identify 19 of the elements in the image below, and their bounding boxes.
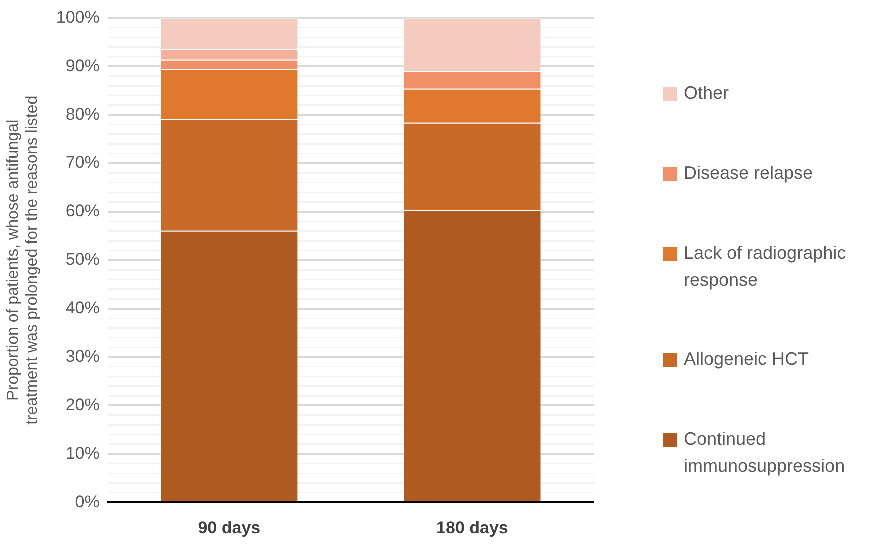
y-tick-label: 0% xyxy=(75,492,100,512)
y-tick-label: 60% xyxy=(66,202,100,221)
y-tick-label: 90% xyxy=(66,56,100,76)
y-tick-label: 50% xyxy=(66,250,100,270)
legend-label: Lack of radiographic response xyxy=(684,242,848,292)
x-tick-label: 90 days xyxy=(198,518,261,538)
y-axis-title: Proportion of patients, whose antifungal treatment was prolonged for the reasons listed xyxy=(5,96,42,425)
y-tick-label: 80% xyxy=(66,104,100,124)
y-tick-label: 30% xyxy=(66,346,100,366)
legend-label: Continued immunosuppression xyxy=(684,428,846,478)
y-tick-label: 100% xyxy=(56,8,100,27)
x-tick-label: 180 days xyxy=(436,518,508,538)
y-tick-label: 10% xyxy=(66,444,100,463)
legend-label: Other xyxy=(684,82,730,105)
y-tick-label: 20% xyxy=(66,395,100,414)
legend-label: Allogeneic HCT xyxy=(684,348,810,372)
y-tick-label: 70% xyxy=(66,153,100,172)
legend-label: Disease relapse xyxy=(684,162,814,185)
y-tick-label: 40% xyxy=(66,298,100,318)
